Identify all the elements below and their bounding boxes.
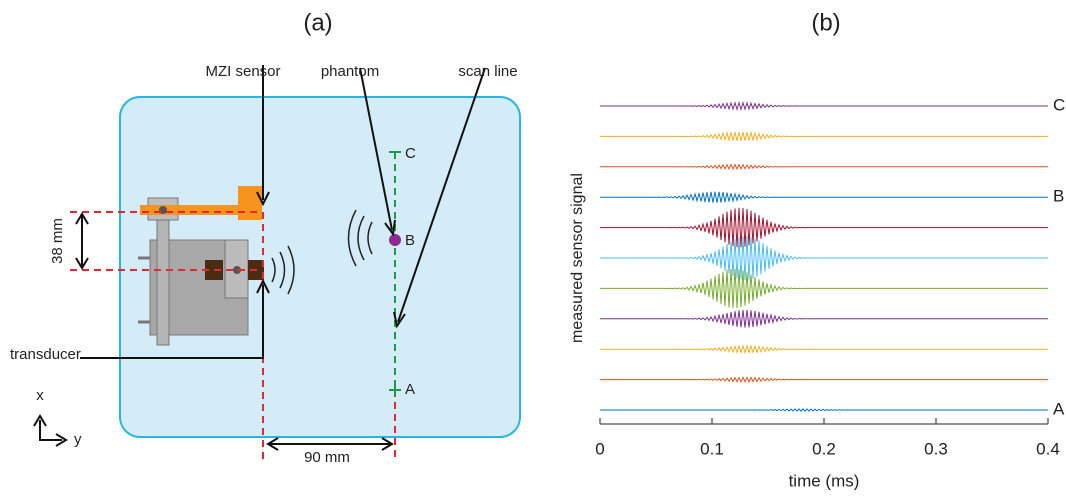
panel-label: (b) <box>811 9 840 36</box>
signal-trace <box>600 268 1048 309</box>
trace-label: A <box>1053 399 1065 418</box>
signal-trace <box>600 163 1048 171</box>
label: B <box>405 232 415 249</box>
label: 38 mm <box>49 218 66 264</box>
label: C <box>405 145 416 162</box>
label: 90 mm <box>304 449 350 466</box>
phantom-dot <box>389 234 401 246</box>
signal-trace <box>600 130 1048 143</box>
signal-trace <box>600 191 1048 203</box>
scan-ticks <box>389 151 401 396</box>
x-tick-label: 0 <box>595 439 604 458</box>
signal-trace <box>600 344 1048 355</box>
trace-label: C <box>1053 95 1065 114</box>
signal-trace <box>600 408 1048 412</box>
label: transducer <box>10 346 81 363</box>
signal-trace <box>600 236 1048 281</box>
label: MZI sensor <box>205 63 280 80</box>
x-tick-label: 0.2 <box>812 439 836 458</box>
signal-trace <box>600 376 1048 384</box>
x-tick-label: 0.1 <box>700 439 724 458</box>
panel-label: (a) <box>303 9 332 36</box>
arrows <box>33 65 486 451</box>
signal-trace <box>600 309 1048 328</box>
water-tank <box>119 96 521 438</box>
label: x <box>36 387 44 404</box>
label: scan line <box>458 63 517 80</box>
signal-trace <box>600 207 1048 248</box>
trace-label: B <box>1053 187 1064 206</box>
x-tick-label: 0.4 <box>1036 439 1060 458</box>
label: y <box>74 431 82 448</box>
y-axis-title: measured sensor signal <box>569 173 586 343</box>
signal-trace <box>600 100 1048 112</box>
x-axis-title: time (ms) <box>789 471 860 490</box>
label: A <box>405 381 415 398</box>
x-tick-label: 0.3 <box>924 439 948 458</box>
label: phantom <box>321 63 379 80</box>
